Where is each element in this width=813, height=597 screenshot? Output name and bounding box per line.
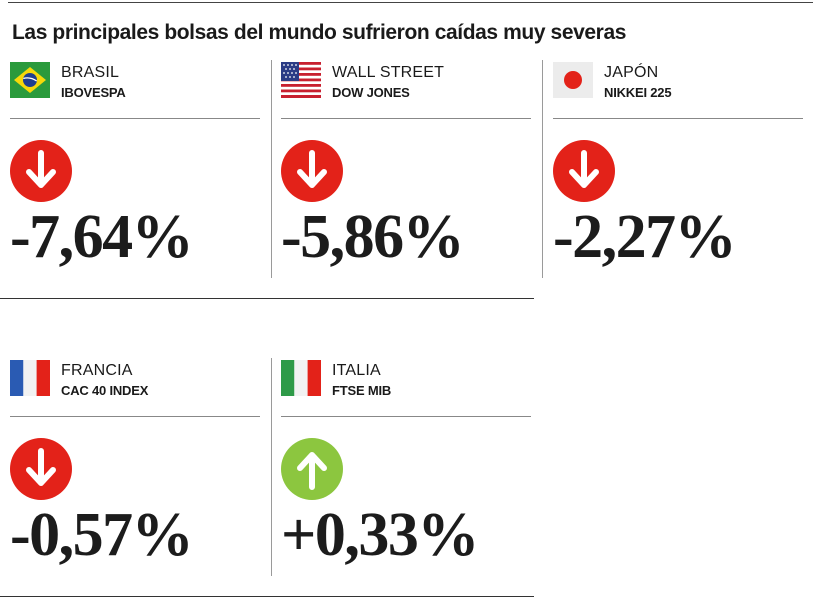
market-card-japon: JAPÓN NIKKEI 225 -2,27%: [553, 60, 805, 280]
market-change-value: -2,27%: [553, 203, 737, 271]
arrow-down-icon: [10, 140, 72, 202]
arrow-up-icon: [281, 438, 343, 500]
market-country: BRASIL: [61, 64, 120, 81]
market-card-wall-street: WALL STREET DOW JONES -5,86%: [281, 60, 533, 280]
market-card-brasil: BRASIL IBOVESPA -7,64%: [10, 60, 262, 280]
market-card-francia: FRANCIA CAC 40 INDEX -0,57%: [10, 358, 262, 578]
arrow-down-icon: [553, 140, 615, 202]
market-index: CAC 40 INDEX: [61, 383, 149, 398]
france-flag-icon: [10, 360, 50, 396]
market-country: WALL STREET: [332, 64, 445, 81]
market-index: NIKKEI 225: [604, 85, 672, 100]
japan-flag-icon: [553, 62, 593, 98]
card-separator: [281, 118, 531, 119]
usa-flag-icon: [281, 62, 321, 98]
infographic-title: Las principales bolsas del mundo sufrier…: [12, 21, 627, 44]
market-country: JAPÓN: [604, 64, 659, 81]
card-separator: [10, 118, 260, 119]
card-separator: [281, 416, 531, 417]
market-change-value: +0,33%: [281, 501, 479, 569]
italy-flag-icon: [281, 360, 321, 396]
arrow-down-icon: [10, 438, 72, 500]
market-change-value: -0,57%: [10, 501, 194, 569]
market-index: IBOVESPA: [61, 85, 126, 100]
market-country: FRANCIA: [61, 362, 133, 379]
card-separator: [553, 118, 803, 119]
market-index: DOW JONES: [332, 85, 410, 100]
brazil-flag-icon: [10, 62, 50, 98]
market-change-value: -7,64%: [10, 203, 194, 271]
market-country: ITALIA: [332, 362, 381, 379]
column-divider: [271, 60, 272, 278]
market-change-value: -5,86%: [281, 203, 465, 271]
top-rule: [8, 2, 813, 3]
card-separator: [10, 416, 260, 417]
column-divider: [271, 358, 272, 576]
column-divider: [542, 60, 543, 278]
market-card-italia: ITALIA FTSE MIB +0,33%: [281, 358, 533, 578]
arrow-down-icon: [281, 140, 343, 202]
market-index: FTSE MIB: [332, 383, 392, 398]
row-divider: [0, 298, 534, 299]
